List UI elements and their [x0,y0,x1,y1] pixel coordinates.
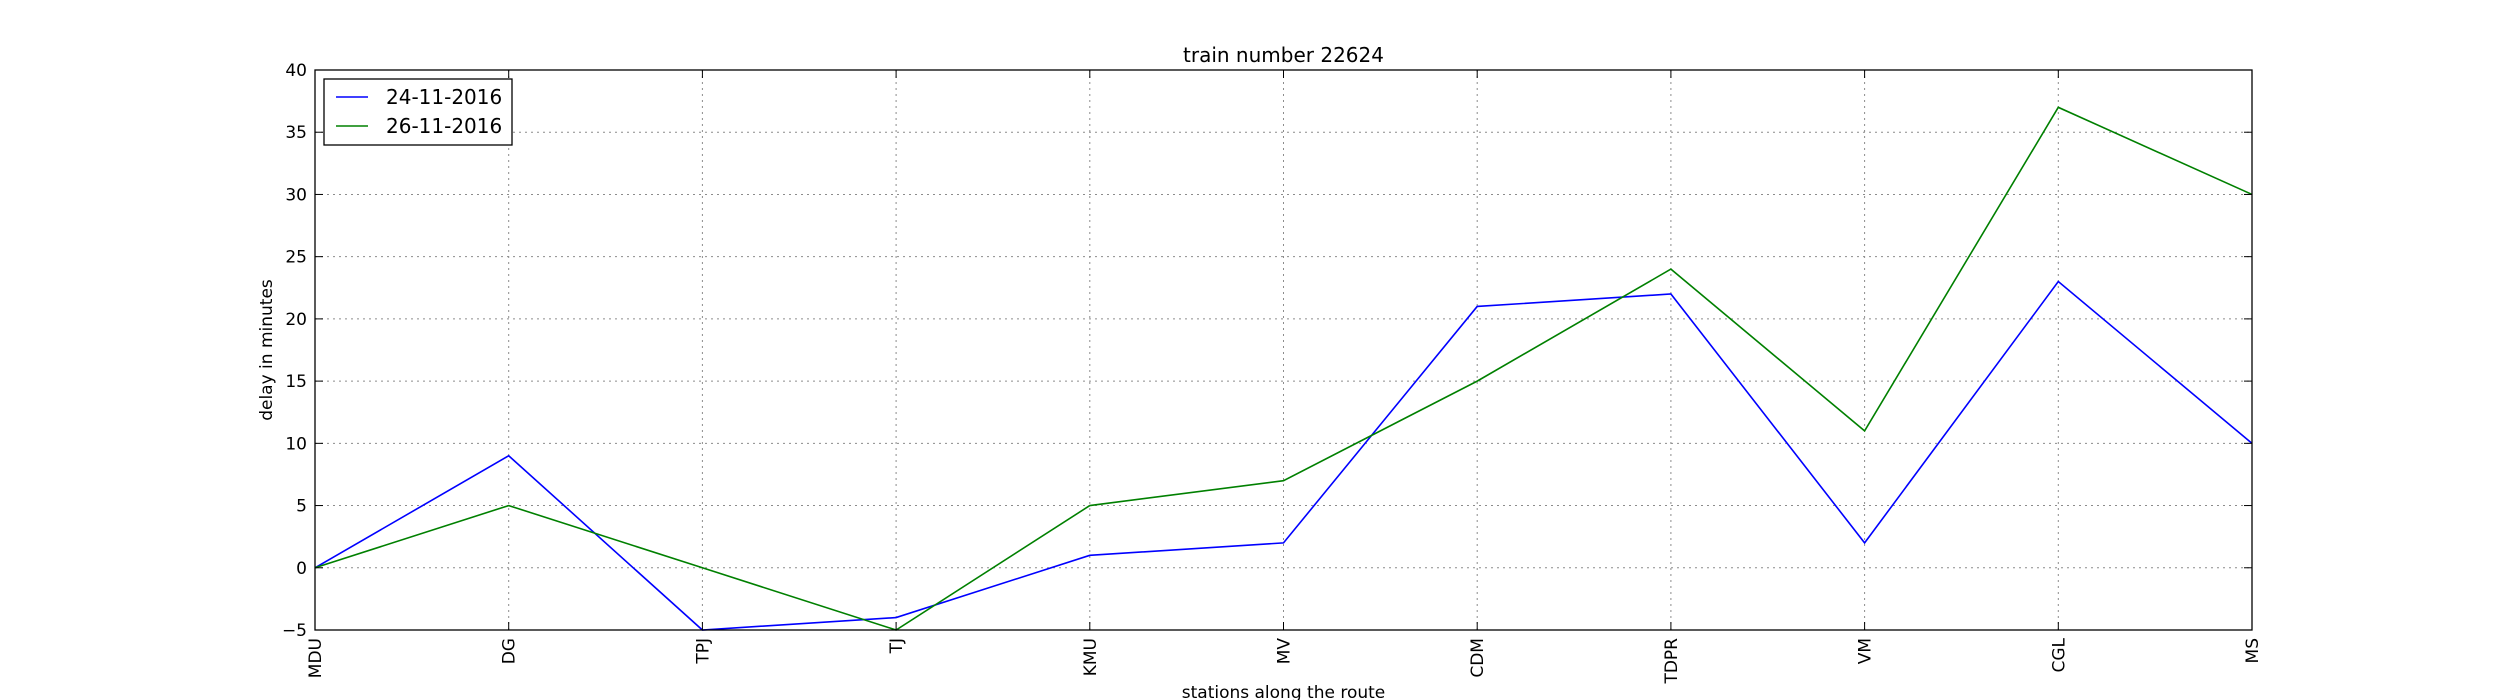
series-layer [314,106,2253,631]
chart-title: train number 22624 [1183,43,1384,67]
x-tick-label: VM [1856,638,1876,664]
y-tick-label: 0 [296,559,307,579]
y-tick-label: 30 [285,185,307,205]
y-axis-title: delay in minutes [257,279,277,421]
x-tick-label: KMU [1081,638,1101,676]
legend-box [323,78,513,146]
x-tick-label: DG [500,638,520,664]
series-line-1 [314,280,2253,631]
x-tick-label: TJ [887,638,907,654]
y-tick-label: 25 [285,248,307,268]
tick-layer: −5 0 5 10 15 20 25 30 35 40 MDU DG TPJ TJ KMU MV CDM TDPR… [282,61,2263,685]
y-tick-label: −5 [282,621,307,641]
y-tick-label: 35 [285,123,307,143]
y-tick-label: 15 [285,372,307,392]
y-tick-label: 20 [285,310,307,330]
x-tick-label: CGL [2049,637,2069,672]
x-tick-label: MV [1275,638,1295,665]
legend-label-2: 26-11-2016 [386,114,502,138]
x-tick-label: TDPR [1662,638,1682,685]
y-tick-label: 40 [285,61,307,81]
x-tick-label: TPJ [693,638,713,665]
x-axis-title: stations along the route [1182,683,1386,700]
x-tick-label: MS [2243,638,2263,663]
y-tick-label: 10 [285,434,307,454]
legend-label-1: 24-11-2016 [386,85,502,109]
legend: 24-11-2016 26-11-2016 [323,78,513,146]
series-line-2 [314,106,2253,631]
y-tick-label: 5 [296,497,307,517]
x-tick-label: MDU [306,638,326,678]
grid-layer [314,69,2253,631]
x-tick-label: CDM [1468,638,1488,678]
